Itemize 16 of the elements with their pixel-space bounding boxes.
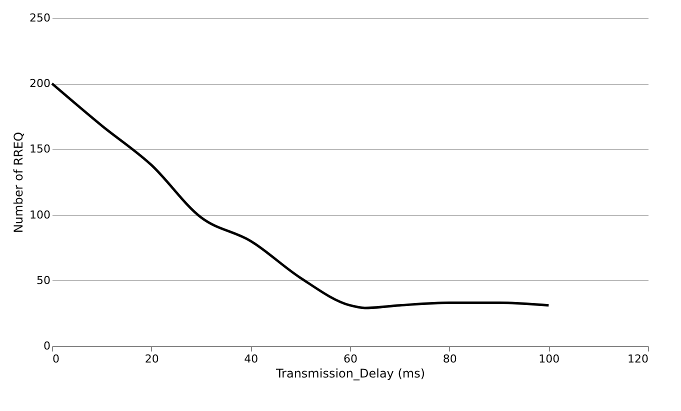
- x-tick-label: 60: [344, 352, 358, 366]
- x-tick-label: 20: [144, 352, 159, 366]
- y-tick-label: 250: [30, 12, 50, 24]
- x-tick-label: 40: [244, 352, 258, 366]
- line-series: [50, 82, 550, 310]
- y-tick-label: 150: [30, 142, 50, 156]
- x-tick-label: 100: [538, 352, 560, 366]
- y-tick-label: 100: [30, 208, 50, 222]
- y-axis-title: Number of RREQ: [12, 132, 26, 234]
- y-tick-label: 200: [30, 77, 50, 90]
- y-tick-label: 0: [44, 340, 50, 352]
- y-tick-label: 50: [36, 274, 50, 287]
- x-axis-title: Transmission_Delay (ms): [274, 366, 426, 380]
- x-tick-label: 120: [628, 352, 648, 366]
- x-tick-label: 80: [442, 352, 457, 366]
- x-tick-label: 0: [52, 352, 60, 366]
